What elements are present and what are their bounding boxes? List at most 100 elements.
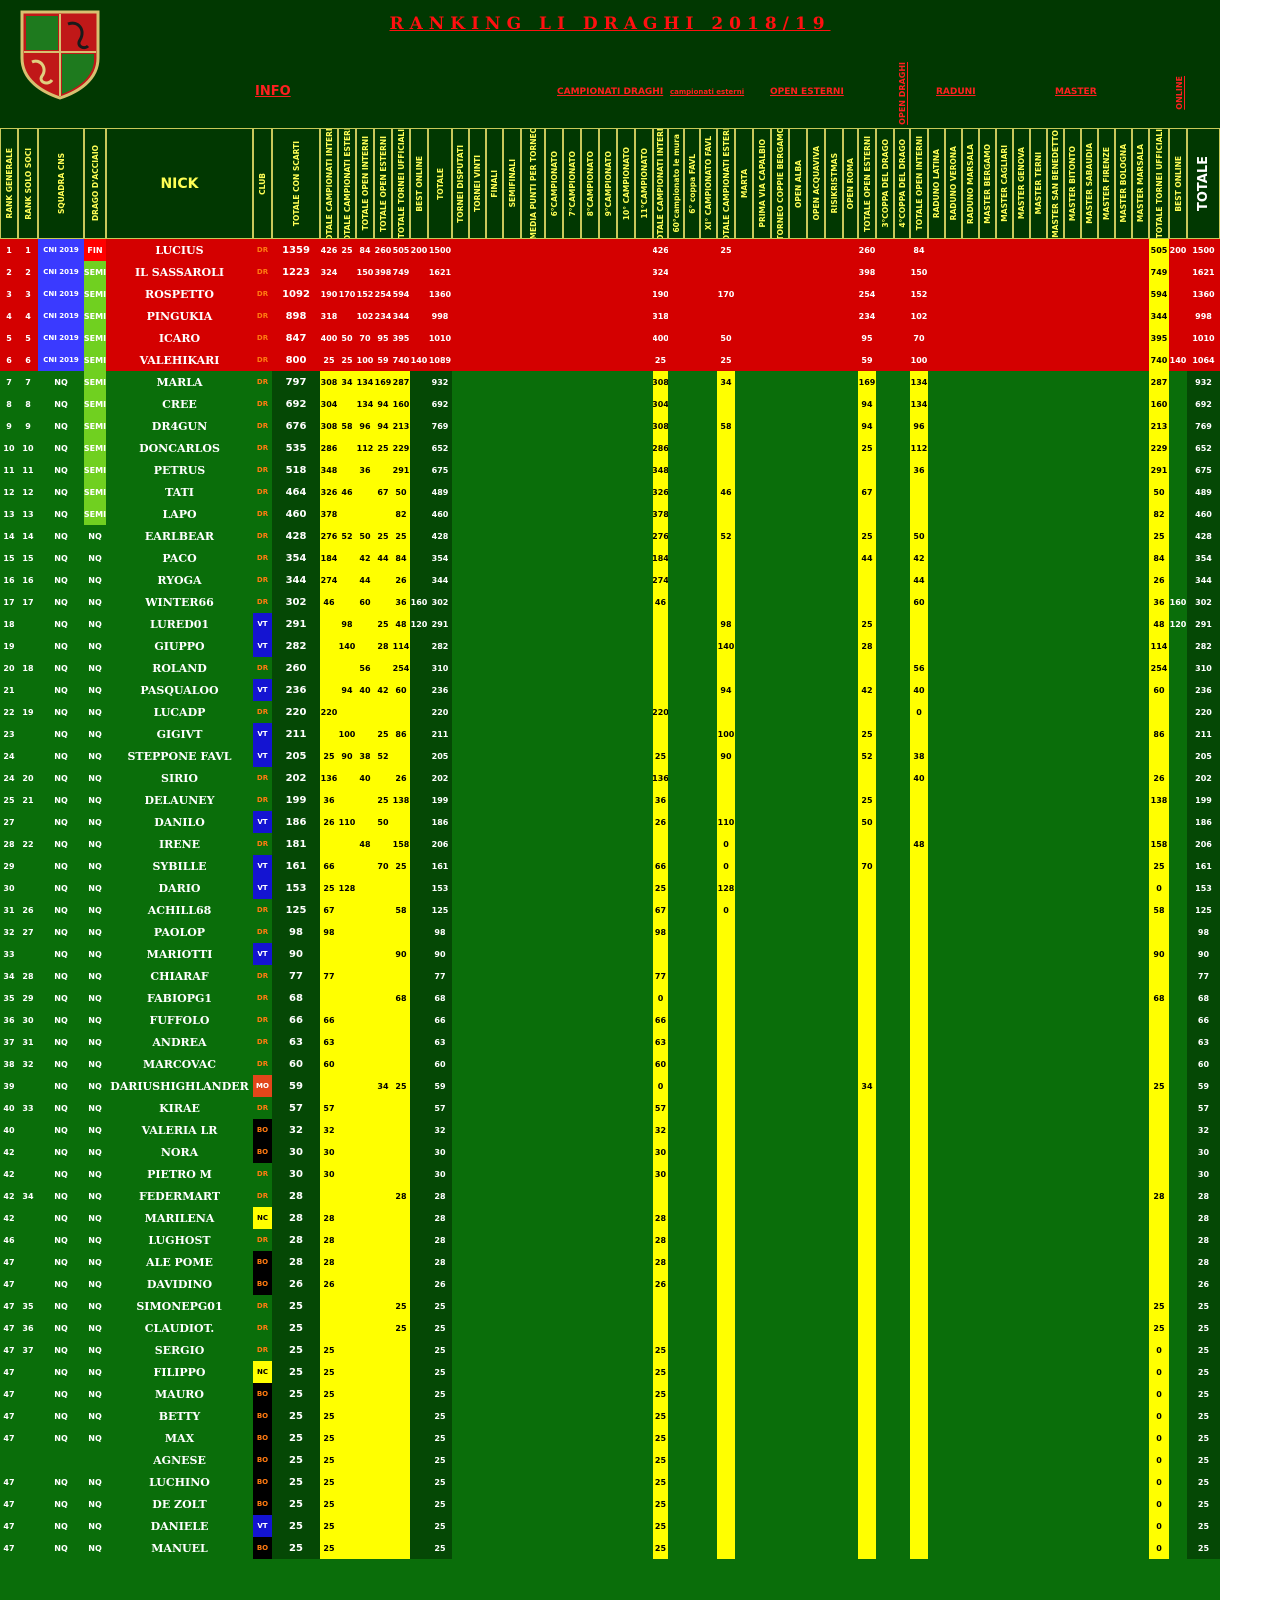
cell — [1013, 943, 1030, 965]
cell — [503, 921, 521, 943]
cell — [1064, 679, 1081, 701]
cell — [945, 1229, 962, 1251]
cell: 30 — [272, 1141, 320, 1163]
cell — [1115, 283, 1132, 305]
cell — [945, 349, 962, 371]
cell — [599, 1207, 617, 1229]
cell — [894, 305, 910, 327]
cell — [521, 1119, 545, 1141]
cell: NQ — [84, 525, 106, 547]
cell: 202 — [272, 767, 320, 789]
cell — [521, 1295, 545, 1317]
cell — [979, 1119, 996, 1141]
cell — [684, 855, 700, 877]
column-header-text: TOTALE TORNEI UFFICIALI — [396, 128, 406, 239]
cell — [1013, 811, 1030, 833]
cell — [338, 591, 356, 613]
cell — [338, 1405, 356, 1427]
column-header-text: 4°COPPA DEL DRAGO — [897, 139, 907, 228]
cell — [928, 1383, 945, 1405]
cell — [521, 833, 545, 855]
cell: 395 — [392, 327, 410, 349]
cell — [807, 745, 825, 767]
cell — [1098, 1361, 1115, 1383]
cell — [320, 679, 338, 701]
cell: 20 — [0, 657, 18, 679]
cell — [735, 415, 753, 437]
cell — [700, 701, 717, 723]
cell: 25 — [1187, 1427, 1220, 1449]
cell: 42 — [0, 1163, 18, 1185]
cell — [599, 635, 617, 657]
column-header-text: MASTER CAGLIARI — [1000, 145, 1009, 222]
cell — [996, 965, 1013, 987]
column-header: MASTER BITONTO — [1064, 128, 1081, 239]
cell: 67 — [374, 481, 392, 503]
cell — [486, 1471, 503, 1493]
cell — [356, 503, 374, 525]
cell — [599, 1163, 617, 1185]
cell: 2 — [0, 261, 18, 283]
cell: MO — [253, 1075, 272, 1097]
cell — [894, 635, 910, 657]
cell — [735, 987, 753, 1009]
cell — [1098, 1405, 1115, 1427]
player-nick: PASQUALOO — [106, 679, 253, 701]
player-nick: DE ZOLT — [106, 1493, 253, 1515]
cell: 31 — [0, 899, 18, 921]
cell — [825, 1493, 843, 1515]
cell: 25 — [653, 1493, 668, 1515]
cell — [843, 1031, 858, 1053]
cell: 114 — [1149, 635, 1169, 657]
cell — [1081, 877, 1098, 899]
cell — [945, 283, 962, 305]
cell — [1047, 1075, 1064, 1097]
cell — [928, 789, 945, 811]
cell — [486, 393, 503, 415]
cell — [1013, 1405, 1030, 1427]
cell — [521, 679, 545, 701]
cell — [825, 1031, 843, 1053]
cell — [807, 943, 825, 965]
cell — [945, 877, 962, 899]
cell — [807, 877, 825, 899]
cell — [962, 833, 979, 855]
cell — [1169, 1207, 1187, 1229]
cell — [1098, 459, 1115, 481]
cell — [617, 1383, 635, 1405]
cell: 428 — [428, 525, 452, 547]
cell — [1081, 723, 1098, 745]
cell — [452, 833, 469, 855]
cell — [545, 371, 563, 393]
cell — [503, 1251, 521, 1273]
cell — [843, 833, 858, 855]
cell — [771, 1251, 789, 1273]
cell — [1098, 305, 1115, 327]
cell — [753, 789, 771, 811]
cell — [599, 569, 617, 591]
cell — [735, 393, 753, 415]
cell: 47 — [0, 1493, 18, 1515]
cell — [789, 569, 807, 591]
cell: 326 — [320, 481, 338, 503]
cell — [894, 349, 910, 371]
cell — [1169, 965, 1187, 987]
cell — [1013, 1317, 1030, 1339]
cell — [1132, 591, 1149, 613]
cell — [700, 1163, 717, 1185]
cell: 1010 — [428, 327, 452, 349]
cell — [789, 1229, 807, 1251]
cell — [979, 327, 996, 349]
cell — [617, 965, 635, 987]
cell — [563, 1207, 581, 1229]
cell — [599, 393, 617, 415]
cell — [843, 415, 858, 437]
cell — [410, 525, 428, 547]
cell — [979, 261, 996, 283]
cell — [843, 767, 858, 789]
column-header: TORNEI DISPUTATI — [452, 128, 469, 239]
cell — [635, 1537, 653, 1559]
cell — [979, 1031, 996, 1053]
cell — [503, 1427, 521, 1449]
cell — [910, 635, 928, 657]
